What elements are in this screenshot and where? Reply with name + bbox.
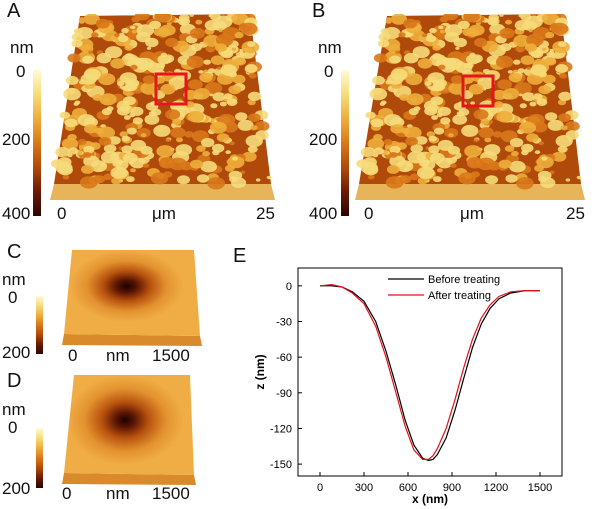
panel-a-scale-bottom: 400 — [2, 204, 31, 223]
y-axis-title: z (nm) — [253, 354, 267, 389]
y-tick-label: 0 — [286, 281, 292, 293]
panel-b-colorbar — [341, 70, 349, 216]
y-tick-label: -90 — [276, 388, 292, 400]
legend-label: After treating — [428, 290, 491, 302]
x-tick-label: 600 — [399, 482, 417, 494]
panel-d-colorbar — [36, 428, 43, 488]
legend-label: Before treating — [428, 274, 500, 286]
panel-c-letter: C — [7, 241, 22, 263]
x-tick-label: 300 — [355, 482, 373, 494]
panel-b-scale-bottom: 400 — [309, 204, 338, 223]
plot-frame — [297, 267, 563, 477]
panel-a-colorbar — [33, 70, 41, 216]
y-tick-label: -120 — [270, 423, 292, 435]
x-tick-label: 0 — [317, 482, 323, 494]
panel-d-x-unit: nm — [106, 484, 130, 503]
panel-a-x-unit: μm — [152, 204, 176, 223]
panel-b-letter: B — [312, 0, 326, 22]
panel-c-unit-label: nm — [2, 270, 26, 289]
panel-d-x-end: 1500 — [152, 484, 190, 503]
panel-c-x-end: 1500 — [152, 346, 190, 365]
x-tick-label: 900 — [443, 482, 461, 494]
panel-a-afm-surface — [50, 14, 275, 200]
y-tick-label: -60 — [276, 352, 292, 364]
panel-b-scale-mid: 200 — [309, 130, 338, 149]
x-axis-title: x (nm) — [412, 492, 448, 506]
panel-b-unit-label: nm — [318, 38, 342, 57]
panel-c-colorbar — [36, 296, 43, 354]
panel-d-scale-bottom: 200 — [2, 479, 31, 498]
x-tick-label: 1200 — [484, 482, 508, 494]
panel-b-x-unit: μm — [460, 204, 484, 223]
panel-c-x-unit: nm — [106, 346, 130, 365]
panel-b-afm-surface — [355, 14, 585, 200]
panel-a-highlight-box — [154, 72, 188, 106]
panel-e-letter: E — [233, 245, 247, 267]
panel-d-x-start: 0 — [62, 484, 72, 503]
series-line-after — [319, 283, 540, 460]
panel-d-unit-label: nm — [2, 400, 26, 419]
panel-a-scale-mid: 200 — [2, 130, 31, 149]
panel-a-x-end: 25 — [256, 204, 275, 223]
y-tick-label: -150 — [270, 459, 292, 471]
x-tick-label: 1500 — [528, 482, 552, 494]
panel-a-unit-label: nm — [10, 38, 34, 57]
panel-b-highlight-box — [461, 74, 495, 108]
panel-a-x-start: 0 — [57, 204, 67, 223]
panel-c-x-start: 0 — [68, 346, 78, 365]
panel-a-scale-top: 0 — [16, 62, 26, 81]
panel-c-scale-top: 0 — [8, 288, 18, 307]
series-line-before — [320, 285, 540, 462]
panel-d-letter: D — [7, 370, 22, 392]
y-tick-label: -30 — [276, 316, 292, 328]
panel-b-x-start: 0 — [364, 204, 374, 223]
panel-c-scale-bottom: 200 — [2, 343, 31, 362]
panel-b-x-end: 25 — [566, 204, 585, 223]
panel-e-line-chart: z (nm) x (nm) 0 -30 -60 -90 -120 -150 0 300 600 9… — [253, 267, 563, 506]
panel-a-letter: A — [7, 0, 21, 22]
panel-b-scale-top: 0 — [324, 62, 334, 81]
panel-d-scale-top: 0 — [8, 418, 18, 437]
panel-c-afm-pit — [62, 250, 202, 346]
panel-d-afm-pit — [62, 375, 196, 485]
